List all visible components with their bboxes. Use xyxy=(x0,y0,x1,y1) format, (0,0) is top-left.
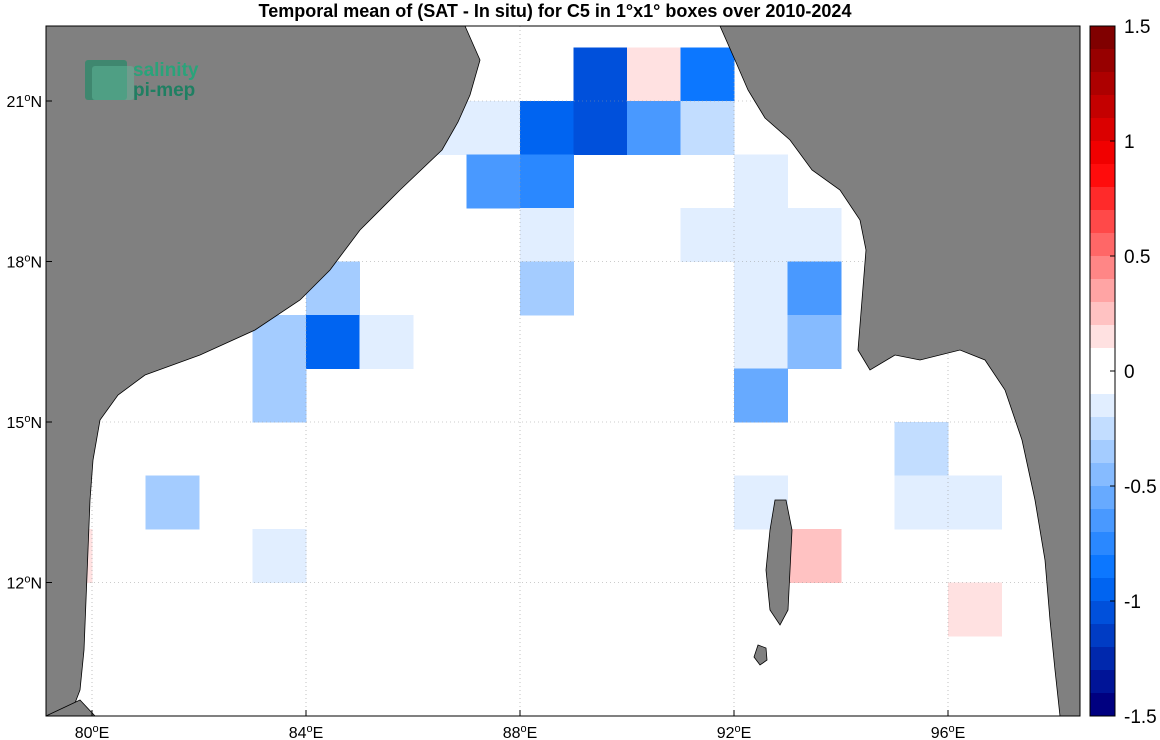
heatmap-cell xyxy=(894,475,949,530)
colorbar-tick-label: -0.5 xyxy=(1124,477,1157,498)
heatmap-cell xyxy=(787,529,842,583)
colorbar-step xyxy=(1090,302,1115,326)
colorbar-step xyxy=(1090,95,1115,119)
colorbar-step xyxy=(1090,624,1115,648)
colorbar-step xyxy=(1090,210,1115,234)
colorbar-step xyxy=(1090,693,1115,717)
logo-text-pimep: pi-mep xyxy=(133,80,195,101)
colorbar-step xyxy=(1090,187,1115,211)
colorbar-tick-label: 0 xyxy=(1124,362,1135,383)
land-india xyxy=(46,26,481,716)
colorbar-step xyxy=(1090,555,1115,579)
heatmap-cell xyxy=(787,261,842,316)
heatmap-cell xyxy=(948,582,1002,637)
y-tick-label: 15oN xyxy=(7,413,42,432)
x-tick-label: 96oE xyxy=(931,723,966,740)
colorbar-step xyxy=(1090,601,1115,625)
colorbar-step xyxy=(1090,348,1115,372)
colorbar-step xyxy=(1090,118,1115,142)
heatmap-cells xyxy=(46,47,1002,690)
heatmap-cell xyxy=(520,101,574,155)
land-east xyxy=(719,26,1080,716)
heatmap-cell xyxy=(359,582,414,637)
colorbar-step xyxy=(1090,164,1115,188)
colorbar-step xyxy=(1090,578,1115,602)
heatmap-cell xyxy=(734,208,788,262)
heatmap-cell xyxy=(520,154,574,209)
colorbar: 1.5 1 0.5 0 -0.5 -1 -1.5 xyxy=(1089,17,1157,728)
colorbar-step xyxy=(1090,371,1115,395)
x-tick-label: 80oE xyxy=(75,723,110,740)
land-srilanka xyxy=(46,699,96,716)
colorbar-tick-label: 0.5 xyxy=(1124,247,1150,268)
colorbar-step xyxy=(1090,647,1115,671)
colorbar-tick-label: 1.5 xyxy=(1124,17,1150,38)
colorbar-step xyxy=(1090,256,1115,280)
colorbar-step xyxy=(1090,279,1115,303)
map-title: Temporal mean of (SAT - In situ) for C5 … xyxy=(258,1,852,21)
colorbar-tick-label: -1 xyxy=(1124,592,1141,613)
heatmap-cell xyxy=(680,47,735,102)
colorbar-step xyxy=(1090,509,1115,533)
x-tick-label: 92oE xyxy=(717,723,752,740)
colorbar-step xyxy=(1090,72,1115,96)
y-tick-label: 21oN xyxy=(7,92,42,111)
colorbar-step xyxy=(1090,532,1115,556)
y-axis-ticks: 21oN 18oN 15oN 12oN xyxy=(7,92,52,593)
heatmap-cell xyxy=(680,101,735,155)
colorbar-step xyxy=(1090,440,1115,464)
heatmap-cell xyxy=(787,208,842,262)
heatmap-cell xyxy=(520,261,574,316)
x-tick-label: 84oE xyxy=(289,723,324,740)
colorbar-step xyxy=(1090,463,1115,487)
heatmap-cell xyxy=(252,368,307,423)
y-tick-label: 18oN xyxy=(7,253,42,272)
heatmap-cell xyxy=(734,315,788,369)
heatmap-cell xyxy=(252,529,307,583)
heatmap-cell xyxy=(734,368,788,423)
x-axis-ticks: 80oE 84oE 88oE 92oE 96oE xyxy=(75,710,966,740)
heatmap-cell xyxy=(466,101,521,155)
salinity-pi-mep-logo: salinity pi-mep xyxy=(85,60,199,101)
heatmap-cell xyxy=(680,208,735,262)
heatmap-cell xyxy=(894,422,949,476)
heatmap-cell xyxy=(92,422,146,476)
heatmap-cell xyxy=(145,475,200,530)
heatmap-cell xyxy=(734,261,788,316)
colorbar-step xyxy=(1090,325,1115,349)
colorbar-tick-label: -1.5 xyxy=(1124,707,1157,728)
heatmap-cell xyxy=(627,101,681,155)
heatmap-cell xyxy=(787,315,842,369)
colorbar-step xyxy=(1090,670,1115,694)
heatmap-cell xyxy=(306,315,360,369)
logo-mark-overlay xyxy=(92,66,134,100)
heatmap-cell xyxy=(359,315,414,369)
y-tick-label: 12oN xyxy=(7,574,42,593)
heatmap-cell xyxy=(627,636,681,690)
heatmap-cell xyxy=(466,154,521,209)
colorbar-step xyxy=(1090,233,1115,257)
land-andaman xyxy=(765,499,793,626)
colorbar-step xyxy=(1090,49,1115,73)
colorbar-tick-label: 1 xyxy=(1124,132,1135,153)
colorbar-step xyxy=(1090,394,1115,418)
logo-text-salinity: salinity xyxy=(133,60,199,81)
heatmap-cell xyxy=(520,47,574,102)
colorbar-step xyxy=(1090,486,1115,510)
heatmap-cell xyxy=(520,208,574,262)
heatmap-cell xyxy=(573,47,628,102)
colorbar-step xyxy=(1090,26,1115,50)
colorbar-step xyxy=(1090,417,1115,441)
heatmap-cell xyxy=(948,475,1002,530)
heatmap-cell xyxy=(627,47,681,102)
heatmap-cell xyxy=(627,368,681,423)
land-nicobar xyxy=(753,644,768,666)
x-tick-label: 88oE xyxy=(503,723,538,740)
heatmap-cell xyxy=(734,154,788,209)
colorbar-step xyxy=(1090,141,1115,165)
heatmap-cell xyxy=(573,101,628,155)
plot-frame xyxy=(45,25,1081,717)
